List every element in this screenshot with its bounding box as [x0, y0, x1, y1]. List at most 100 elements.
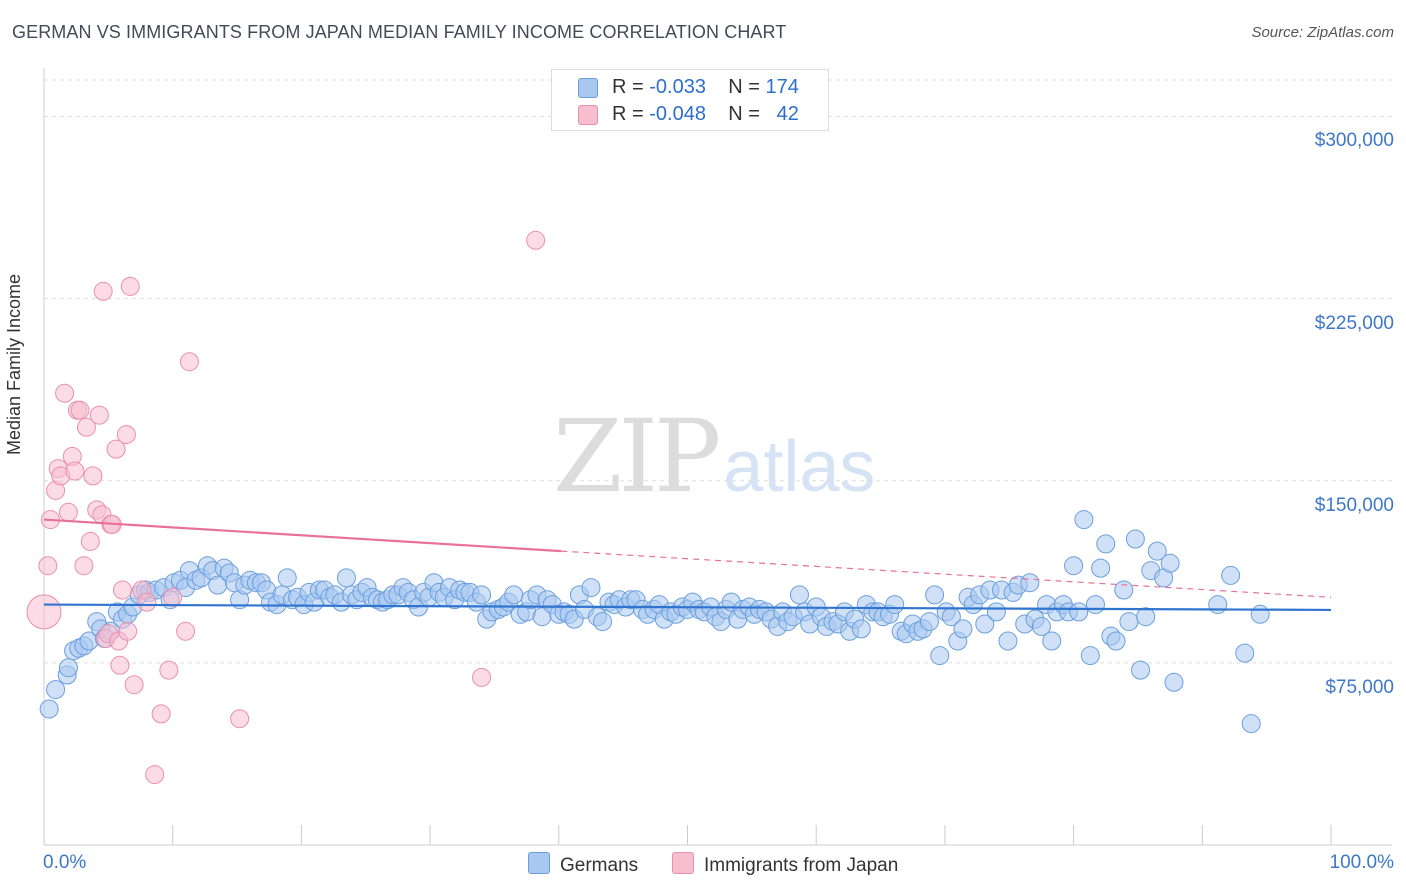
german-point	[1020, 573, 1040, 593]
german-point	[1114, 580, 1134, 600]
bottom-legend-label-germans: Germans	[560, 855, 639, 876]
japan-point	[80, 531, 100, 551]
watermark-zip: ZIP	[553, 398, 721, 515]
japan-point	[116, 425, 136, 445]
german-point	[925, 585, 945, 605]
japan-point	[124, 675, 144, 695]
japan-points	[26, 230, 546, 785]
japan-point	[145, 765, 165, 785]
german-point	[885, 595, 905, 615]
axes	[43, 68, 1392, 846]
german-point	[1074, 510, 1094, 530]
japan-point	[159, 660, 179, 680]
bottom-legend-label-japan: Immigrants from Japan	[704, 855, 899, 876]
japan-point	[472, 667, 492, 687]
german-point	[1160, 553, 1180, 573]
japan-point	[120, 276, 140, 296]
german-point	[1119, 612, 1139, 632]
japan-point	[65, 461, 85, 481]
japan-point	[137, 592, 157, 612]
german-point	[593, 612, 613, 632]
watermark: ZIPatlas	[553, 398, 875, 515]
japan-point	[76, 417, 96, 437]
legend-r-label: R =	[612, 76, 650, 98]
german-point	[1106, 631, 1126, 651]
legend-n-value: 42	[776, 103, 799, 125]
german-point	[1147, 541, 1167, 561]
japan-point	[179, 352, 199, 372]
japan-point	[163, 587, 183, 607]
german-point	[58, 658, 78, 678]
german-point	[919, 612, 939, 632]
german-point	[336, 568, 356, 588]
japan-point	[38, 556, 58, 576]
german-point	[930, 646, 950, 666]
german-point	[789, 585, 809, 605]
german-point	[1042, 631, 1062, 651]
legend-n-label: N =	[728, 103, 766, 125]
german-point	[1241, 714, 1261, 734]
german-point	[851, 619, 871, 639]
bottom-legend-germans: Germans	[528, 852, 638, 877]
y-tick-label: $225,000	[1314, 312, 1394, 334]
trend-lines	[43, 518, 1332, 612]
german-point	[581, 578, 601, 598]
japan-point	[230, 709, 250, 729]
japan-point	[58, 502, 78, 522]
y-tick-label: $300,000	[1314, 130, 1394, 152]
japan-point	[26, 594, 62, 630]
x-tick-label-min: 0.0%	[43, 852, 87, 873]
german-point	[1069, 602, 1089, 622]
japan-trend-line	[43, 518, 562, 553]
german-point	[1064, 556, 1084, 576]
legend-r-value: -0.048	[649, 103, 706, 125]
german-point	[1164, 672, 1184, 692]
german-point	[1096, 534, 1116, 554]
japan-point	[526, 230, 546, 250]
german-point	[998, 631, 1018, 651]
legend-swatch-germans	[578, 78, 598, 98]
german-point	[1131, 660, 1151, 680]
bottom-legend-japan: Immigrants from Japan	[672, 852, 898, 877]
german-point	[1080, 646, 1100, 666]
japan-point	[93, 281, 113, 301]
japan-point	[151, 704, 171, 724]
source-label: Source: ZipAtlas.com	[1251, 24, 1394, 41]
german-point	[1031, 616, 1051, 636]
german-point	[277, 568, 297, 588]
legend-swatch-japan	[578, 105, 598, 125]
german-point	[1085, 595, 1105, 615]
watermark-atlas: atlas	[723, 427, 876, 507]
y-tick-label: $75,000	[1325, 676, 1394, 698]
x-tick-label-max: 100.0%	[1329, 852, 1394, 873]
japan-point	[70, 400, 90, 420]
bottom-legend-swatch-germans	[528, 852, 550, 874]
german-point	[975, 614, 995, 634]
german-point	[1250, 604, 1270, 624]
german-trend-line	[43, 603, 1332, 612]
legend-text-germans: R = -0.033 N = 174	[612, 76, 799, 99]
german-point	[1136, 607, 1156, 627]
legend-r-label: R =	[612, 103, 650, 125]
japan-point	[55, 383, 75, 403]
japan-trend-line-dashed	[561, 550, 1332, 598]
chart-title: GERMAN VS IMMIGRANTS FROM JAPAN MEDIAN F…	[12, 22, 787, 42]
bottom-legend-swatch-japan	[672, 852, 694, 874]
japan-point	[113, 580, 133, 600]
japan-point	[118, 621, 138, 641]
legend: R = -0.033 N = 174 R = -0.048 N = 42	[551, 69, 829, 131]
japan-point	[74, 556, 94, 576]
legend-r-value: -0.033	[649, 76, 706, 98]
german-point	[39, 699, 59, 719]
legend-n-label: N =	[728, 76, 766, 98]
legend-text-japan: R = -0.048 N = 42	[612, 103, 799, 126]
japan-point	[176, 621, 196, 641]
japan-point	[89, 405, 109, 425]
y-tick-label: $150,000	[1314, 494, 1394, 516]
german-point	[1208, 595, 1228, 615]
legend-n-value: 174	[765, 76, 799, 98]
german-point	[1091, 558, 1111, 578]
german-point	[986, 602, 1006, 622]
german-point	[953, 619, 973, 639]
